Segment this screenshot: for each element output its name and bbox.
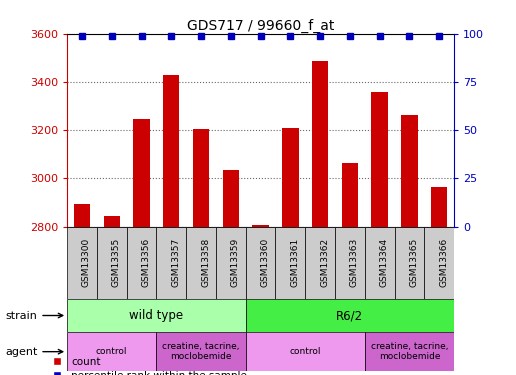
Text: control: control — [96, 347, 127, 356]
Bar — [156, 226, 186, 299]
Bar — [342, 163, 358, 226]
Text: GSM13362: GSM13362 — [320, 238, 329, 287]
Bar — [222, 170, 239, 226]
Legend: count, percentile rank within the sample: count, percentile rank within the sample — [46, 353, 251, 375]
Text: GSM13360: GSM13360 — [261, 238, 269, 287]
Text: wild type: wild type — [130, 309, 184, 322]
Bar — [216, 226, 246, 299]
Text: GSM13361: GSM13361 — [291, 238, 299, 287]
Text: GSM13365: GSM13365 — [409, 238, 418, 287]
Text: R6/2: R6/2 — [336, 309, 363, 322]
Bar — [156, 332, 246, 371]
Text: GSM13358: GSM13358 — [201, 238, 210, 287]
Text: creatine, tacrine,
moclobemide: creatine, tacrine, moclobemide — [370, 342, 448, 362]
Bar — [133, 119, 150, 226]
Bar — [126, 226, 156, 299]
Bar — [305, 226, 335, 299]
Bar — [193, 129, 209, 226]
Bar — [163, 75, 180, 226]
Bar — [74, 204, 90, 226]
Bar — [186, 226, 216, 299]
Bar — [431, 187, 447, 226]
Bar — [67, 226, 97, 299]
Text: GSM13300: GSM13300 — [82, 238, 91, 287]
Text: GSM13366: GSM13366 — [439, 238, 448, 287]
Text: GSM13359: GSM13359 — [231, 238, 240, 287]
Bar — [246, 226, 276, 299]
Text: GSM13364: GSM13364 — [380, 238, 389, 287]
Text: agent: agent — [5, 346, 63, 357]
Bar — [424, 226, 454, 299]
Bar — [372, 92, 388, 226]
Bar — [97, 226, 126, 299]
Bar — [365, 226, 395, 299]
Bar — [335, 226, 365, 299]
Text: creatine, tacrine,
moclobemide: creatine, tacrine, moclobemide — [163, 342, 240, 362]
Bar — [365, 332, 454, 371]
Title: GDS717 / 99660_f_at: GDS717 / 99660_f_at — [187, 19, 334, 33]
Text: GSM13355: GSM13355 — [112, 238, 121, 287]
Bar — [282, 128, 299, 226]
Text: GSM13357: GSM13357 — [171, 238, 180, 287]
Bar — [401, 114, 417, 226]
Bar — [67, 299, 246, 332]
Text: strain: strain — [6, 310, 63, 321]
Bar — [246, 299, 454, 332]
Bar — [276, 226, 305, 299]
Bar — [67, 332, 156, 371]
Bar — [246, 332, 365, 371]
Text: GSM13363: GSM13363 — [350, 238, 359, 287]
Bar — [252, 225, 269, 226]
Text: control: control — [289, 347, 321, 356]
Bar — [312, 62, 328, 226]
Bar — [395, 226, 424, 299]
Bar — [104, 216, 120, 226]
Text: GSM13356: GSM13356 — [141, 238, 151, 287]
